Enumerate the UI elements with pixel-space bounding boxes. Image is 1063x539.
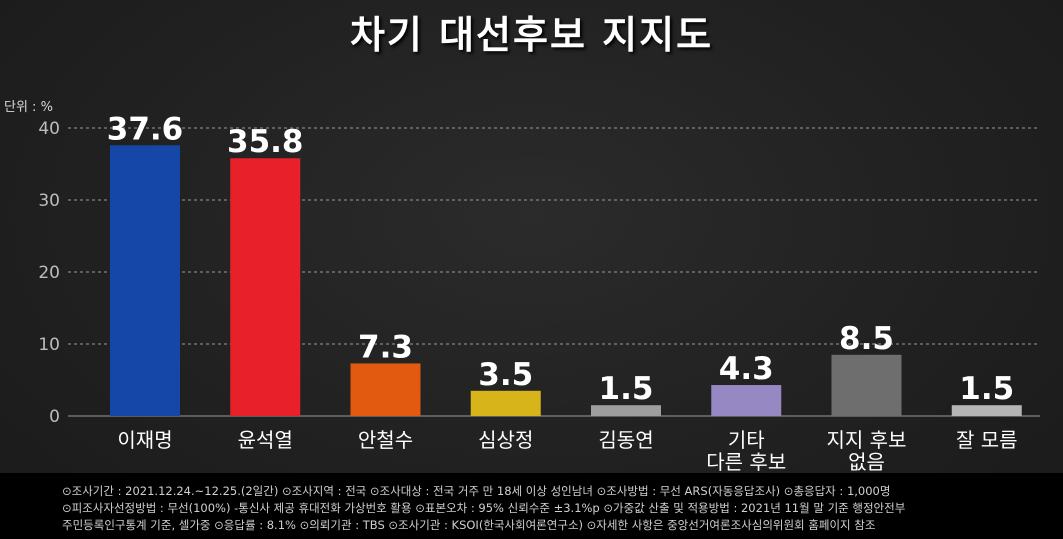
bar (470, 390, 541, 416)
value-label: 4.3 (719, 351, 774, 387)
bar-chart: 0 10 20 30 40 37.6 35.8 7.3 3.5 1.5 4.3 8.5 1.5 이재명… (38, 111, 1040, 473)
category-label: 다른 후보 (706, 450, 786, 473)
category-label: 없음 (848, 450, 885, 473)
value-label: 3.5 (478, 357, 533, 393)
y-tick-label: 30 (38, 191, 60, 211)
y-tick-label: 20 (38, 263, 60, 283)
bar (230, 158, 301, 417)
category-label: 지지 후보 (827, 428, 907, 452)
category-label: 잘 모름 (956, 428, 1018, 452)
bar (831, 354, 902, 416)
footnote-line: ⊙조사기간 : 2021.12.24.~12.25.(2일간) ⊙조사지역 : … (62, 484, 891, 498)
value-labels: 37.6 35.8 7.3 3.5 1.5 4.3 8.5 1.5 (107, 111, 1014, 407)
value-label: 7.3 (358, 329, 413, 365)
bar (110, 145, 180, 416)
category-label: 심상정 (478, 428, 533, 452)
bar (350, 363, 421, 416)
category-label: 안철수 (358, 428, 413, 452)
footnote-line: ⊙피조사자선정방법 : 무선(100%) -통신사 제공 휴대전화 가상번호 활… (62, 501, 906, 515)
value-label: 35.8 (227, 124, 304, 160)
bars (110, 145, 1022, 417)
unit-label: 단위 : % (4, 100, 53, 115)
category-label: 윤석열 (238, 428, 293, 452)
category-label: 이재명 (117, 428, 172, 452)
y-tick-label: 0 (49, 407, 60, 427)
value-label: 1.5 (959, 371, 1014, 407)
y-axis-ticks: 0 10 20 30 40 (38, 119, 60, 427)
value-label: 1.5 (599, 371, 654, 407)
category-label: 김동연 (598, 428, 653, 452)
y-tick-label: 40 (38, 119, 60, 139)
y-tick-label: 10 (38, 335, 60, 355)
chart-title: 차기 대선후보 지지도 (349, 13, 714, 57)
value-label: 37.6 (107, 111, 184, 147)
category-label: 기타 (728, 428, 765, 452)
value-label: 8.5 (839, 321, 894, 357)
bar (591, 405, 661, 416)
footnote-line: 주민등록인구통계 기준, 셀가중 ⊙응답률 : 8.1% ⊙의뢰기관 : TBS… (62, 518, 876, 532)
bar (951, 405, 1022, 416)
bar (711, 385, 782, 416)
survey-footnote: ⊙조사기간 : 2021.12.24.~12.25.(2일간) ⊙조사지역 : … (0, 473, 1063, 539)
